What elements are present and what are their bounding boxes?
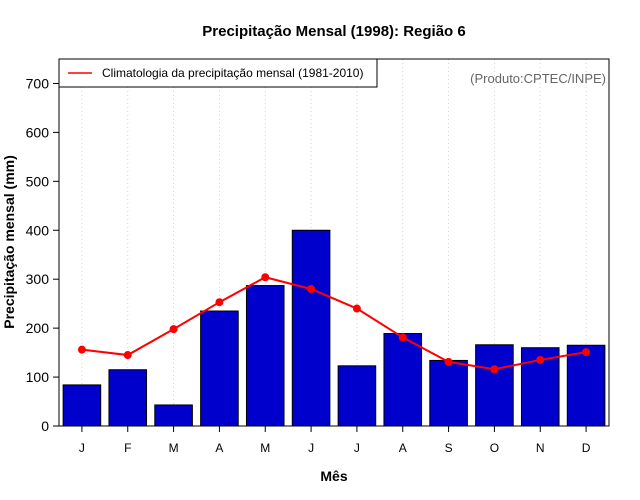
bar-8 (383, 333, 423, 427)
bar-6 (291, 229, 331, 427)
legend: Climatologia da precipitação mensal (198… (58, 58, 378, 88)
bar-5 (245, 285, 285, 427)
x-tick-label: J (308, 441, 314, 455)
x-axis-label: Mês (320, 468, 347, 484)
climatology-point-5 (261, 273, 270, 282)
y-tick-label: 100 (26, 369, 50, 385)
climatology-line-series (77, 273, 591, 374)
bar-10 (475, 344, 514, 427)
x-tick-label: A (399, 441, 407, 455)
x-tick-label: N (536, 441, 545, 455)
x-tick-label: A (215, 441, 223, 455)
climatology-point-11 (536, 355, 545, 364)
climatology-point-10 (490, 365, 499, 374)
source-annotation: (Produto:CPTEC/INPE) (470, 71, 606, 86)
bar-1 (62, 384, 102, 427)
y-tick-label: 400 (26, 222, 50, 238)
y-axis-label: Precipitação mensal (mm) (1, 155, 17, 329)
climatology-point-8 (398, 333, 407, 342)
x-tick-label: J (79, 441, 85, 455)
x-tick-label: F (124, 441, 131, 455)
climatology-point-2 (123, 351, 132, 360)
climatology-point-6 (307, 284, 316, 293)
climatology-point-1 (77, 345, 86, 354)
climatology-line (81, 276, 587, 371)
x-tick-label: M (169, 441, 179, 455)
legend-box (58, 58, 378, 88)
climatology-point-3 (169, 325, 178, 334)
bar-9 (429, 359, 468, 427)
x-tick-label: O (490, 441, 499, 455)
y-tick-label: 0 (41, 418, 49, 434)
bar-3 (154, 404, 193, 427)
y-axis: 0 100 200 300 400 500 600 700 (26, 75, 59, 434)
bar-12 (566, 344, 606, 427)
climatology-point-12 (582, 348, 591, 357)
climatology-point-7 (352, 304, 361, 313)
y-tick-label: 200 (26, 320, 50, 336)
bar-7 (337, 365, 377, 427)
bar-2 (108, 369, 148, 427)
chart-title: Precipitação Mensal (1998): Região 6 (202, 23, 465, 40)
bar-series (62, 229, 606, 427)
x-tick-label: M (260, 441, 270, 455)
climatology-point-9 (444, 357, 453, 366)
bar-4 (200, 310, 239, 427)
x-tick-label: D (582, 441, 591, 455)
x-tick-label: S (445, 441, 453, 455)
y-tick-label: 500 (26, 173, 50, 189)
y-tick-label: 300 (26, 271, 50, 287)
x-tick-label: J (354, 441, 360, 455)
legend-label: Climatologia da precipitação mensal (198… (102, 66, 363, 80)
climatology-point-4 (215, 298, 224, 307)
y-tick-label: 700 (26, 75, 50, 91)
y-tick-label: 600 (26, 124, 50, 140)
